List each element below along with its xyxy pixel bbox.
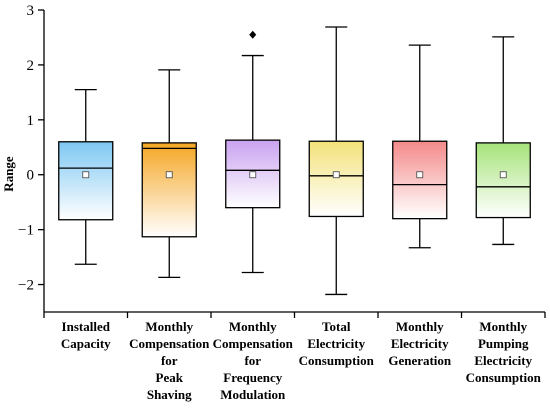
category-label-line: Electricity xyxy=(474,353,532,368)
category-label-line: Capacity xyxy=(61,336,111,351)
mean-marker xyxy=(416,171,424,179)
boxes-group xyxy=(58,26,531,296)
category-label-line: Consumption xyxy=(466,370,542,385)
category-label-line: Electricity xyxy=(307,336,365,351)
category-label-line: Frequency xyxy=(223,370,282,385)
y-tick-label: 2 xyxy=(27,58,35,74)
box-3 xyxy=(225,30,281,274)
category-label-line: Consumption xyxy=(299,353,375,368)
category-label-line: Generation xyxy=(388,353,452,368)
mean-marker xyxy=(249,171,257,179)
y-axis-label: Range xyxy=(1,156,16,192)
box-iqr xyxy=(392,140,448,220)
y-tick-label: −2 xyxy=(18,278,34,294)
category-label: Monthly Pumping Electricity Consumption xyxy=(466,319,542,385)
category-label-line: Total xyxy=(322,319,351,334)
category-label-line: Modulation xyxy=(220,387,286,402)
category-label-line: Monthly xyxy=(479,319,527,334)
box-iqr xyxy=(475,142,531,219)
outlier-point xyxy=(249,30,257,39)
category-label-line: Compensation xyxy=(129,336,210,351)
box-iqr xyxy=(308,140,364,218)
mean-marker xyxy=(499,171,507,179)
box-2 xyxy=(141,69,197,279)
y-tick-label: 3 xyxy=(27,3,35,19)
y-tick-label: −1 xyxy=(18,223,34,239)
category-label-line: for xyxy=(161,353,178,368)
category-label-line: Peak xyxy=(156,370,184,385)
box-iqr xyxy=(141,142,197,238)
category-label-line: Electricity xyxy=(391,336,449,351)
mean-marker xyxy=(332,171,340,179)
category-label-line: Installed xyxy=(62,319,111,334)
box-1 xyxy=(58,88,114,265)
category-label-line: Shaving xyxy=(147,387,192,402)
category-label: Monthly Electricity Generation xyxy=(388,319,452,368)
category-label: Monthly Compensation for Frequency Modulatio… xyxy=(213,319,294,402)
y-tick-label: 1 xyxy=(27,113,35,129)
category-label-line: Compensation xyxy=(213,336,294,351)
x-axis-ticks xyxy=(43,312,546,318)
y-axis-ticks: −2 −1 0 1 2 3 xyxy=(18,3,44,294)
y-tick-label: 0 xyxy=(27,168,35,184)
mean-marker xyxy=(165,171,173,179)
mean-marker xyxy=(82,171,90,179)
box-5 xyxy=(392,44,448,249)
category-label: Installed Capacity xyxy=(61,319,111,351)
category-label-line: Monthly xyxy=(396,319,444,334)
category-label-line: Pumping xyxy=(478,336,529,351)
category-label-line: Monthly xyxy=(229,319,277,334)
box-iqr xyxy=(58,141,114,221)
box-6 xyxy=(475,36,531,246)
category-label: Total Electricity Consumption xyxy=(299,319,375,368)
box-4 xyxy=(308,26,364,296)
category-label-line: for xyxy=(244,353,261,368)
x-axis-category-labels: Installed Capacity Monthly Compensation for P… xyxy=(61,319,542,402)
category-label-line: Monthly xyxy=(145,319,193,334)
category-label: Monthly Compensation for Peak Shaving xyxy=(129,319,210,402)
